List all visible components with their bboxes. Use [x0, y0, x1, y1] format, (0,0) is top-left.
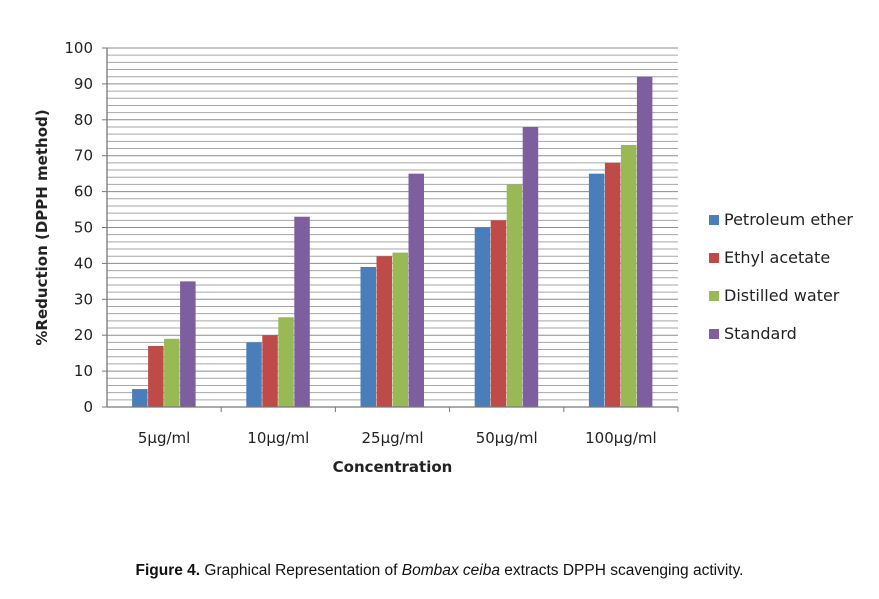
legend-swatch — [709, 291, 719, 301]
bar-ethyl-acetate-5 — [604, 162, 621, 407]
bar-standard-3 — [408, 173, 424, 407]
x-tick-labels: 5µg/ml 10µg/ml 25µg/ml 50µg/ml 100µg/ml — [138, 407, 679, 447]
legend-label: Ethyl acetate — [724, 248, 830, 267]
legend-swatch — [709, 215, 719, 225]
bar-ethyl-acetate-4 — [490, 220, 507, 407]
bar-petroleum-ether-4 — [474, 227, 491, 407]
bar-ethyl-acetate-1 — [148, 345, 164, 407]
bar-standard-2 — [294, 216, 310, 407]
y-tick-label: 60 — [74, 183, 93, 201]
x-axis-title: Concentration — [333, 458, 453, 476]
y-tick-label: 30 — [74, 290, 93, 308]
y-tick-labels: 0 10 20 30 40 50 60 70 80 90 100 — [64, 39, 107, 416]
y-tick-label: 0 — [83, 398, 93, 416]
bar-distilled-water-5 — [620, 144, 637, 407]
bar-petroleum-ether-1 — [132, 389, 148, 407]
y-tick-label: 100 — [64, 39, 93, 57]
x-tick-label: 5µg/ml — [138, 429, 190, 447]
y-tick-label: 10 — [74, 362, 93, 380]
caption-text-before: Graphical Representation of — [200, 562, 402, 579]
y-tick-label: 90 — [74, 75, 93, 93]
y-tick-label: 70 — [74, 147, 93, 165]
bar-distilled-water-1 — [164, 338, 180, 407]
figure-caption: Figure 4. Graphical Representation of Bo… — [0, 562, 879, 580]
bar-distilled-water-3 — [392, 252, 408, 407]
x-tick-label: 100µg/ml — [585, 429, 657, 447]
caption-label: Figure 4. — [135, 562, 201, 579]
bar-standard-4 — [522, 126, 539, 407]
caption-text-after: extracts DPPH scavenging activity. — [499, 562, 744, 579]
x-tick-label: 25µg/ml — [362, 429, 424, 447]
bar-petroleum-ether-3 — [360, 266, 376, 407]
caption-species: Bombax ceiba — [401, 562, 500, 579]
y-tick-label: 40 — [74, 254, 93, 272]
bars-group — [132, 76, 653, 407]
bar-standard-1 — [180, 281, 196, 407]
x-tick-label: 50µg/ml — [476, 429, 538, 447]
y-tick-label: 20 — [74, 326, 93, 344]
bar-chart: 0 10 20 30 40 50 60 70 80 90 100 5µg/ml 10µg/ml 25µg… — [33, 39, 853, 476]
bar-ethyl-acetate-3 — [376, 256, 392, 407]
x-tick-label: 10µg/ml — [247, 429, 309, 447]
bar-ethyl-acetate-2 — [262, 335, 278, 407]
y-tick-label: 50 — [74, 219, 93, 237]
y-axis-title: %Reduction (DPPH method) — [33, 109, 51, 345]
bar-petroleum-ether-2 — [246, 342, 262, 407]
legend-swatch — [709, 329, 719, 339]
bar-petroleum-ether-5 — [588, 173, 605, 407]
legend-swatch — [709, 253, 719, 263]
legend: Petroleum ether Ethyl acetate Distilled wa… — [709, 210, 853, 343]
y-tick-label: 80 — [74, 111, 93, 129]
legend-label: Petroleum ether — [724, 210, 853, 229]
bar-distilled-water-4 — [506, 184, 523, 407]
legend-label: Standard — [724, 324, 797, 343]
legend-label: Distilled water — [724, 286, 840, 305]
bar-distilled-water-2 — [278, 317, 294, 407]
bar-standard-5 — [636, 76, 653, 407]
